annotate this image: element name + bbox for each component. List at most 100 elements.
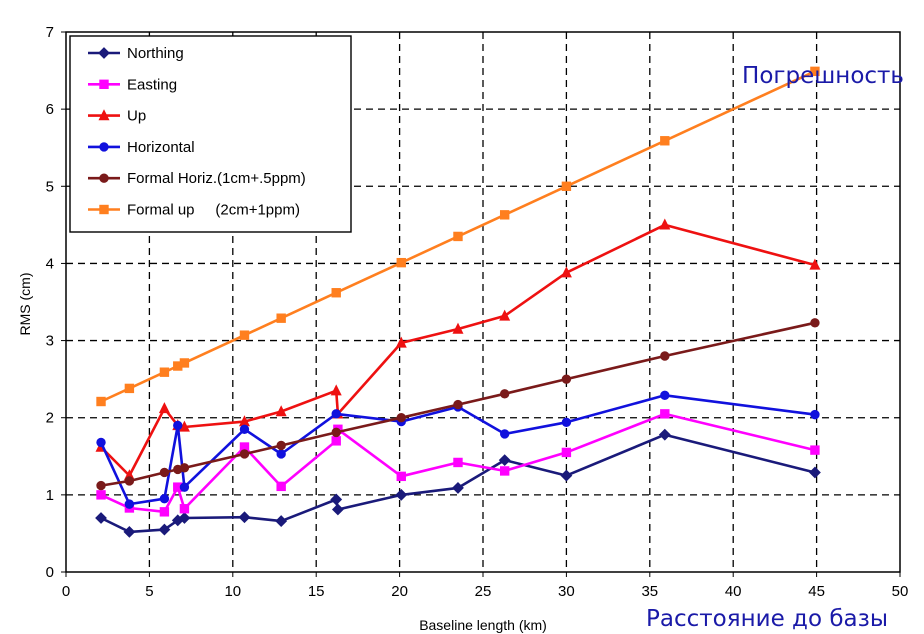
annotation-bottom-right: Расстояние до базы	[646, 606, 888, 632]
data-point	[561, 447, 572, 458]
data-point	[499, 309, 511, 321]
data-point	[396, 257, 406, 268]
legend-label: Up	[127, 108, 146, 125]
x-tick-label: 10	[224, 583, 241, 600]
data-point	[158, 402, 170, 414]
y-tick-labels: 0 1 2 3 4 5 6 7	[46, 24, 54, 581]
legend-swatch-marker	[99, 79, 109, 89]
x-tick-label: 50	[892, 583, 909, 600]
data-point	[124, 499, 135, 509]
data-point	[810, 66, 820, 77]
data-point	[159, 467, 170, 478]
data-point	[810, 445, 820, 455]
data-point	[560, 266, 572, 278]
x-tick-label: 45	[808, 583, 825, 600]
data-point	[275, 515, 288, 527]
y-tick-label: 6	[46, 101, 54, 118]
plot-frame	[61, 31, 901, 577]
data-point	[453, 457, 463, 468]
series-group	[95, 66, 821, 538]
data-point	[239, 449, 250, 459]
data-point	[173, 420, 183, 431]
y-tick-label: 3	[46, 333, 54, 350]
series-5	[96, 66, 820, 407]
data-point	[96, 480, 106, 491]
data-point	[660, 136, 670, 146]
y-tick-label: 7	[46, 24, 54, 41]
y-tick-label: 4	[46, 255, 54, 272]
data-point	[330, 493, 343, 506]
data-point	[330, 384, 342, 396]
legend-label: Easting	[127, 76, 177, 93]
data-point	[809, 466, 821, 479]
data-point	[396, 413, 406, 423]
data-point	[809, 258, 821, 270]
data-point	[96, 396, 106, 407]
series-2	[95, 218, 821, 481]
legend-swatch-marker	[99, 142, 109, 152]
annotation-top-right: Погрешность	[742, 63, 904, 89]
data-point	[331, 503, 344, 516]
data-point	[499, 466, 510, 476]
y-tick-label: 1	[46, 487, 54, 504]
data-point	[560, 469, 573, 482]
y-tick-label: 2	[46, 410, 54, 427]
data-point	[561, 181, 572, 191]
y-tick-label: 5	[46, 178, 54, 195]
series-line	[100, 223, 816, 477]
x-tick-label: 20	[391, 583, 408, 600]
data-point	[331, 436, 341, 446]
series-line	[99, 393, 816, 506]
x-tick-label: 40	[725, 583, 742, 600]
x-axis-title: Baseline length (km)	[419, 617, 547, 633]
series-0	[95, 428, 821, 538]
data-point	[660, 351, 670, 361]
x-tick-label: 35	[641, 583, 658, 600]
plot-border	[65, 31, 901, 573]
y-axis-title: RMS (cm)	[17, 273, 33, 336]
legend-item: Formal up (2cm+1ppm)	[88, 202, 300, 219]
x-tick-label: 5	[145, 583, 153, 600]
legend-item: Easting	[88, 76, 177, 93]
data-point	[453, 399, 463, 410]
legend-item: Horizontal	[88, 139, 195, 156]
data-point	[395, 336, 407, 348]
data-point	[239, 330, 250, 340]
data-point	[452, 482, 464, 494]
legend: Northing Easting Up Horizontal Formal Horiz.…	[69, 35, 352, 233]
data-point	[276, 440, 286, 451]
data-point	[396, 471, 406, 482]
data-point	[179, 463, 190, 473]
data-point	[124, 383, 135, 394]
x-tick-labels: 0 5 10 15 20 25 30 35 40 45 50	[62, 583, 909, 600]
data-point	[561, 374, 572, 384]
data-point	[499, 210, 510, 220]
data-point	[395, 488, 408, 501]
data-point	[453, 231, 463, 242]
data-point	[331, 409, 341, 419]
x-tick-label: 25	[475, 583, 492, 600]
data-point	[275, 405, 287, 417]
legend-swatch-marker	[99, 204, 109, 215]
legend-label: Northing	[127, 45, 184, 62]
x-tick-label: 0	[62, 583, 70, 600]
data-point	[96, 437, 106, 448]
legend-swatch-marker	[98, 47, 110, 59]
data-point	[331, 288, 341, 298]
data-point	[499, 389, 510, 399]
data-point	[276, 313, 286, 323]
x-tick-label: 15	[308, 583, 325, 600]
data-point	[276, 481, 286, 492]
series-3	[96, 390, 820, 509]
legend-label: Formal Horiz.(1cm+.5ppm)	[127, 170, 306, 187]
legend-label: Horizontal	[127, 139, 195, 156]
data-point	[124, 476, 135, 486]
data-point	[239, 424, 250, 434]
data-point	[96, 490, 106, 500]
data-point	[498, 454, 511, 467]
x-tick-label: 30	[558, 583, 575, 600]
legend-box	[69, 35, 352, 233]
series-4	[96, 318, 820, 491]
legend-swatch-marker	[99, 173, 109, 183]
